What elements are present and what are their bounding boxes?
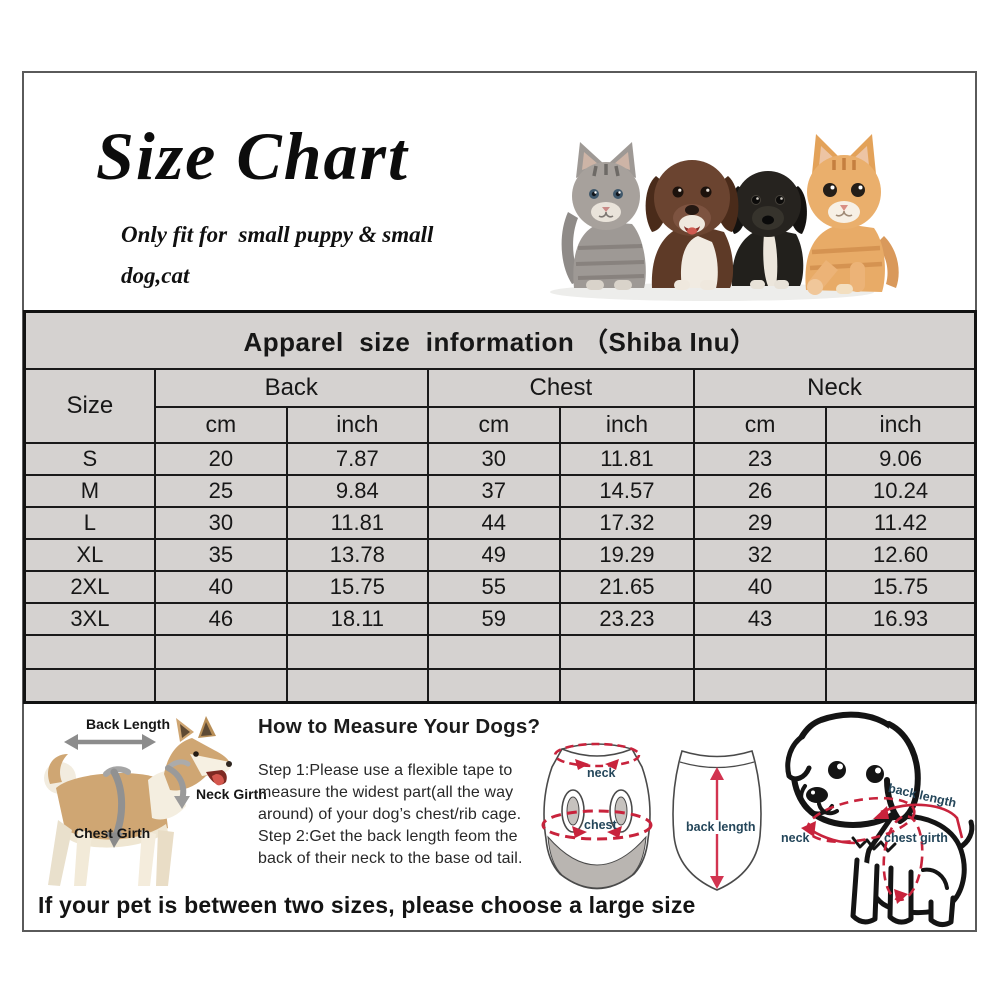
cell-value: 44 — [426, 505, 561, 540]
cell-value: 7.87 — [285, 441, 429, 476]
table-row-empty — [23, 667, 977, 704]
cell-value: 30 — [426, 441, 561, 476]
cell-value: 20 — [153, 441, 288, 476]
table-row-3xl: 3XL 46 18.11 59 23.23 43 16.93 — [23, 601, 977, 636]
step1-line: measure the widest part(all the way — [258, 784, 514, 801]
unit-header-chest-inch: inch — [558, 405, 695, 444]
page-subtitle: Only fit for small puppy & small dog,cat — [121, 214, 433, 296]
size-label: XL — [23, 537, 156, 572]
subtitle-line-2: dog,cat — [121, 263, 190, 288]
table-title: Apparel size information （Shiba Inu） — [23, 310, 977, 370]
cell-value: 18.11 — [285, 601, 429, 636]
cell-value: 26 — [692, 473, 828, 508]
dog-back-length-label: Back Length — [86, 716, 171, 732]
cell-value: 25 — [153, 473, 288, 508]
unit-header-neck-inch: inch — [825, 405, 977, 444]
size-label: 2XL — [23, 569, 156, 604]
cell-value: 23.23 — [558, 601, 695, 636]
table-row-empty — [23, 633, 977, 670]
cell-value: 11.81 — [285, 505, 429, 540]
gray-tabby-kitten-illustration — [561, 142, 646, 290]
pets-photo — [550, 134, 899, 301]
table-row-m: M 25 9.84 37 14.57 26 10.24 — [23, 473, 977, 508]
vest-front-view — [541, 742, 653, 890]
cell-value: 37 — [426, 473, 561, 508]
table-unit-header-row: cm inch cm inch cm inch — [25, 405, 977, 444]
cell-value: 21.65 — [558, 569, 695, 604]
dog-neck-girth-label: Neck Girth — [196, 786, 267, 802]
cell-value: 12.60 — [825, 537, 977, 572]
step2-line: back of their neck to the base od tail. — [258, 850, 523, 867]
cell-value: 11.42 — [825, 505, 977, 540]
cell-value: 19.29 — [558, 537, 695, 572]
column-header-chest: Chest — [426, 367, 695, 408]
brown-puppy-illustration — [645, 160, 739, 290]
cell-value: 43 — [692, 601, 828, 636]
table-row-s: S 20 7.87 30 11.81 23 9.06 — [23, 441, 977, 476]
page-title: Size Chart — [96, 118, 409, 194]
puppy-chest-girth-label: chest girth — [884, 831, 948, 845]
column-header-size: Size — [23, 367, 156, 444]
cell-value: 23 — [692, 441, 828, 476]
cell-value: 49 — [426, 537, 561, 572]
table-group-header-row: Size Back Chest Neck — [23, 367, 977, 444]
cell-value: 32 — [692, 537, 828, 572]
table-title-row: Apparel size information （Shiba Inu） — [23, 310, 977, 370]
cell-value: 9.84 — [285, 473, 429, 508]
size-label: S — [23, 441, 156, 476]
puppy-neck-label: neck — [781, 831, 810, 845]
column-header-back: Back — [153, 367, 429, 408]
cell-value: 46 — [153, 601, 288, 636]
subtitle-line-1: Only fit for small puppy & small — [121, 222, 434, 247]
unit-header-back-inch: inch — [285, 405, 429, 444]
table-row-l: L 30 11.81 44 17.32 29 11.42 — [23, 505, 977, 540]
measure-step-2: Step 2:Get the back length feom the back… — [258, 826, 523, 870]
cell-value: 15.75 — [285, 569, 429, 604]
cell-value: 35 — [153, 537, 288, 572]
size-label: M — [23, 473, 156, 508]
cell-value: 29 — [692, 505, 828, 540]
step2-line: Step 2:Get the back length feom the — [258, 828, 518, 845]
cell-value: 13.78 — [285, 537, 429, 572]
garment-neck-label: neck — [587, 766, 616, 780]
table-row-xl: XL 35 13.78 49 19.29 32 12.60 — [23, 537, 977, 572]
dog-chest-girth-label: Chest Girth — [74, 825, 151, 841]
unit-header-chest-cm: cm — [426, 405, 561, 444]
cell-value: 16.93 — [825, 601, 977, 636]
cell-value: 11.81 — [558, 441, 695, 476]
cell-value: 59 — [426, 601, 561, 636]
puppy-measure-illustration — [785, 711, 975, 928]
step1-line: around) of your dog’s chest/rib cage. — [258, 806, 522, 823]
cell-value: 15.75 — [825, 569, 977, 604]
garment-back-length-label: back length — [684, 820, 758, 834]
measure-heading: How to Measure Your Dogs? — [258, 715, 541, 738]
cell-value: 55 — [426, 569, 561, 604]
size-table: Apparel size information （Shiba Inu） Siz… — [23, 310, 977, 704]
unit-header-back-cm: cm — [153, 405, 288, 444]
cell-value: 10.24 — [825, 473, 977, 508]
cell-value: 14.57 — [558, 473, 695, 508]
column-header-neck: Neck — [692, 367, 977, 408]
garment-chest-label: chest — [584, 818, 617, 832]
black-puppy-illustration — [729, 171, 807, 289]
footer-note: If your pet is between two sizes, please… — [38, 892, 696, 918]
step1-line: Step 1:Please use a flexible tape to — [258, 762, 513, 779]
cell-value: 17.32 — [558, 505, 695, 540]
table-row-2xl: 2XL 40 15.75 55 21.65 40 15.75 — [23, 569, 977, 604]
cell-value: 40 — [153, 569, 288, 604]
cell-value: 40 — [692, 569, 828, 604]
measure-step-1: Step 1:Please use a flexible tape to mea… — [258, 760, 521, 826]
cell-value: 30 — [153, 505, 288, 540]
size-label: 3XL — [23, 601, 156, 636]
dog-measure-illustration — [44, 716, 232, 886]
size-label: L — [23, 505, 156, 540]
cell-value: 9.06 — [825, 441, 977, 476]
orange-tabby-kitten-illustration — [805, 134, 899, 295]
unit-header-neck-cm: cm — [692, 405, 828, 444]
